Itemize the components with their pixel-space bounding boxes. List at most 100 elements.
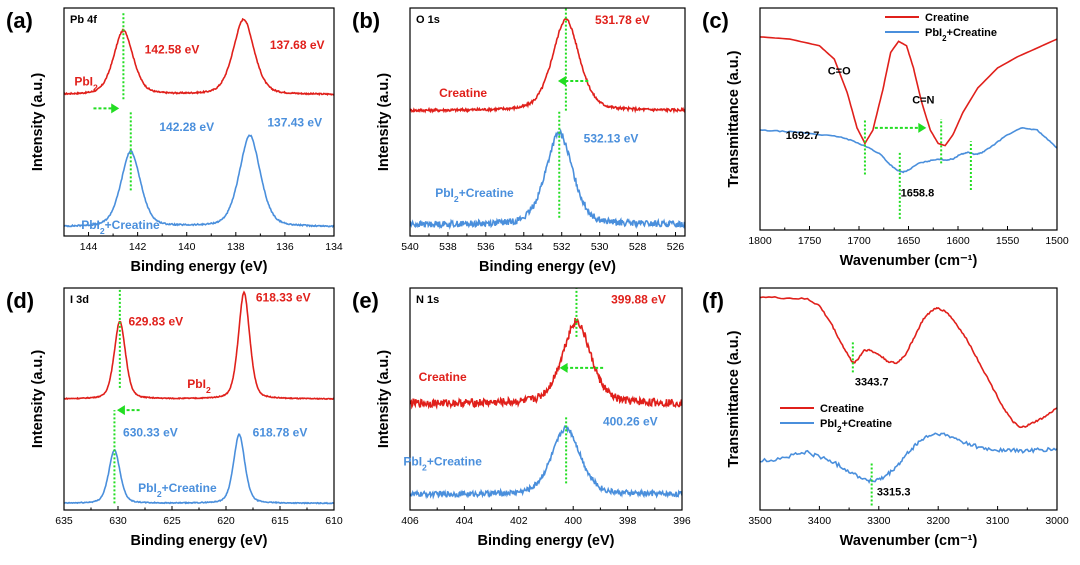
annotation-label: PbI2+Creatine <box>403 455 482 473</box>
x-tick-label: 610 <box>325 515 343 527</box>
x-axis-label: Binding energy (eV) <box>478 533 615 549</box>
x-tick-label: 620 <box>217 515 235 527</box>
x-tick-label: 1650 <box>897 235 921 247</box>
x-tick-label: 142 <box>129 241 147 253</box>
x-tick-label: 136 <box>276 241 294 253</box>
x-tick-label: 3200 <box>927 515 951 527</box>
x-tick-label: 625 <box>163 515 181 527</box>
annotation-label: C=O <box>828 66 851 78</box>
plot-frame <box>63 7 335 237</box>
panel-letter: (d) <box>6 288 34 313</box>
annotation-label: PbI2+Creatine <box>81 218 160 236</box>
x-tick-label: 1550 <box>996 235 1020 247</box>
x-tick-label: 3100 <box>986 515 1010 527</box>
x-tick-label: 3000 <box>1045 515 1069 527</box>
x-tick-label: 528 <box>629 241 647 253</box>
x-tick-label: 1800 <box>748 235 772 247</box>
x-tick-label: 3400 <box>808 515 832 527</box>
y-axis-label: Transmittance (a.u.) <box>726 50 742 187</box>
x-tick-label: 526 <box>667 241 685 253</box>
annotation-label: 630.33 eV <box>123 426 178 440</box>
annotation-label: PbI2+Creatine <box>138 481 217 499</box>
x-axis-label: Binding energy (eV) <box>131 533 268 549</box>
x-tick-label: 1700 <box>847 235 871 247</box>
shift-arrow-head-1 <box>918 122 927 133</box>
panel-letter: (e) <box>352 288 379 313</box>
y-axis-label: Intensity (a.u.) <box>30 73 46 171</box>
panel-c: 1800 1750 1700 1650 1600 1550 1500 Wavenumber (… <box>702 7 1069 269</box>
series-line-2 <box>64 134 334 228</box>
y-axis-label: Intensity (a.u.) <box>376 350 392 448</box>
x-tick-label: 540 <box>401 241 419 253</box>
annotation-label: 531.78 eV <box>595 13 650 27</box>
annotation-label: 1658.8 <box>901 188 935 200</box>
series-line-1 <box>64 17 334 97</box>
plot-frame <box>409 287 683 511</box>
panel-e: 406 404 402 400 398 396 Binding energy (eV) Int… <box>352 287 691 549</box>
x-tick-label: 138 <box>227 241 245 253</box>
panel-letter: (b) <box>352 8 380 33</box>
x-tick-label: 134 <box>325 241 343 253</box>
panel-title: I 3d <box>70 294 89 306</box>
annotation-label: 137.68 eV <box>270 38 325 52</box>
panel-title: Pb 4f <box>70 14 97 26</box>
series-line-2 <box>760 126 1057 174</box>
annotation-label: 142.58 eV <box>145 43 200 57</box>
series-line-2 <box>760 432 1057 485</box>
x-tick-label: 530 <box>591 241 609 253</box>
x-tick-label: 406 <box>401 515 419 527</box>
legend-label: Creatine <box>820 403 864 415</box>
x-tick-label: 615 <box>271 515 289 527</box>
x-tick-label: 400 <box>564 515 582 527</box>
series-line-2 <box>64 433 334 505</box>
x-tick-label: 3300 <box>867 515 891 527</box>
x-tick-label: 538 <box>439 241 457 253</box>
x-axis-label: Wavenumber (cm⁻¹) <box>840 533 978 549</box>
x-tick-label: 1600 <box>946 235 970 247</box>
panel-d: 635 630 625 620 615 610 Binding energy (eV) Int… <box>6 287 343 549</box>
x-tick-label: 534 <box>515 241 533 253</box>
series-line-1 <box>410 17 685 114</box>
annotation-label: C=N <box>912 94 934 106</box>
annotation-label: 618.78 eV <box>253 426 308 440</box>
shift-arrow-head-1 <box>111 103 120 114</box>
annotation-label: Creatine <box>439 86 487 100</box>
x-tick-label: 144 <box>80 241 98 253</box>
x-tick-label: 3500 <box>748 515 772 527</box>
x-tick-label: 1500 <box>1045 235 1069 247</box>
panel-letter: (f) <box>702 288 724 313</box>
annotation-label: PbI2 <box>187 377 211 395</box>
legend-label: Creatine <box>925 12 969 24</box>
annotation-label: 1692.7 <box>786 130 820 142</box>
x-tick-label: 536 <box>477 241 495 253</box>
annotation-label: 400.26 eV <box>603 415 658 429</box>
shift-arrow-head-1 <box>557 75 566 86</box>
annotation-label: 3315.3 <box>877 487 911 499</box>
panel-title: O 1s <box>416 14 440 26</box>
legend-label: PbI2+Creatine <box>820 418 892 434</box>
series-line-2 <box>410 425 682 500</box>
shift-arrow-head-1 <box>116 405 125 416</box>
series-line-1 <box>410 317 682 410</box>
series-line-2 <box>410 128 685 231</box>
x-axis-label: Wavenumber (cm⁻¹) <box>840 253 978 269</box>
plot-frame <box>759 287 1058 511</box>
annotation-label: Creatine <box>419 370 467 384</box>
x-tick-label: 402 <box>510 515 528 527</box>
annotation-label: 137.43 eV <box>267 116 322 130</box>
annotation-label: 142.28 eV <box>159 120 214 134</box>
annotation-label: 629.83 eV <box>128 315 183 329</box>
panel-title: N 1s <box>416 294 439 306</box>
legend-label: PbI2+Creatine <box>925 27 997 43</box>
x-tick-label: 1750 <box>798 235 822 247</box>
panel-letter: (a) <box>6 8 33 33</box>
x-tick-label: 635 <box>55 515 73 527</box>
annotation-label: PbI2+Creatine <box>435 186 514 204</box>
plot-frame <box>409 7 686 237</box>
annotation-label: 618.33 eV <box>256 290 311 304</box>
x-tick-label: 396 <box>673 515 691 527</box>
y-axis-label: Transmittance (a.u.) <box>726 330 742 467</box>
series-line-1 <box>760 295 1057 429</box>
panel-letter: (c) <box>702 8 729 33</box>
